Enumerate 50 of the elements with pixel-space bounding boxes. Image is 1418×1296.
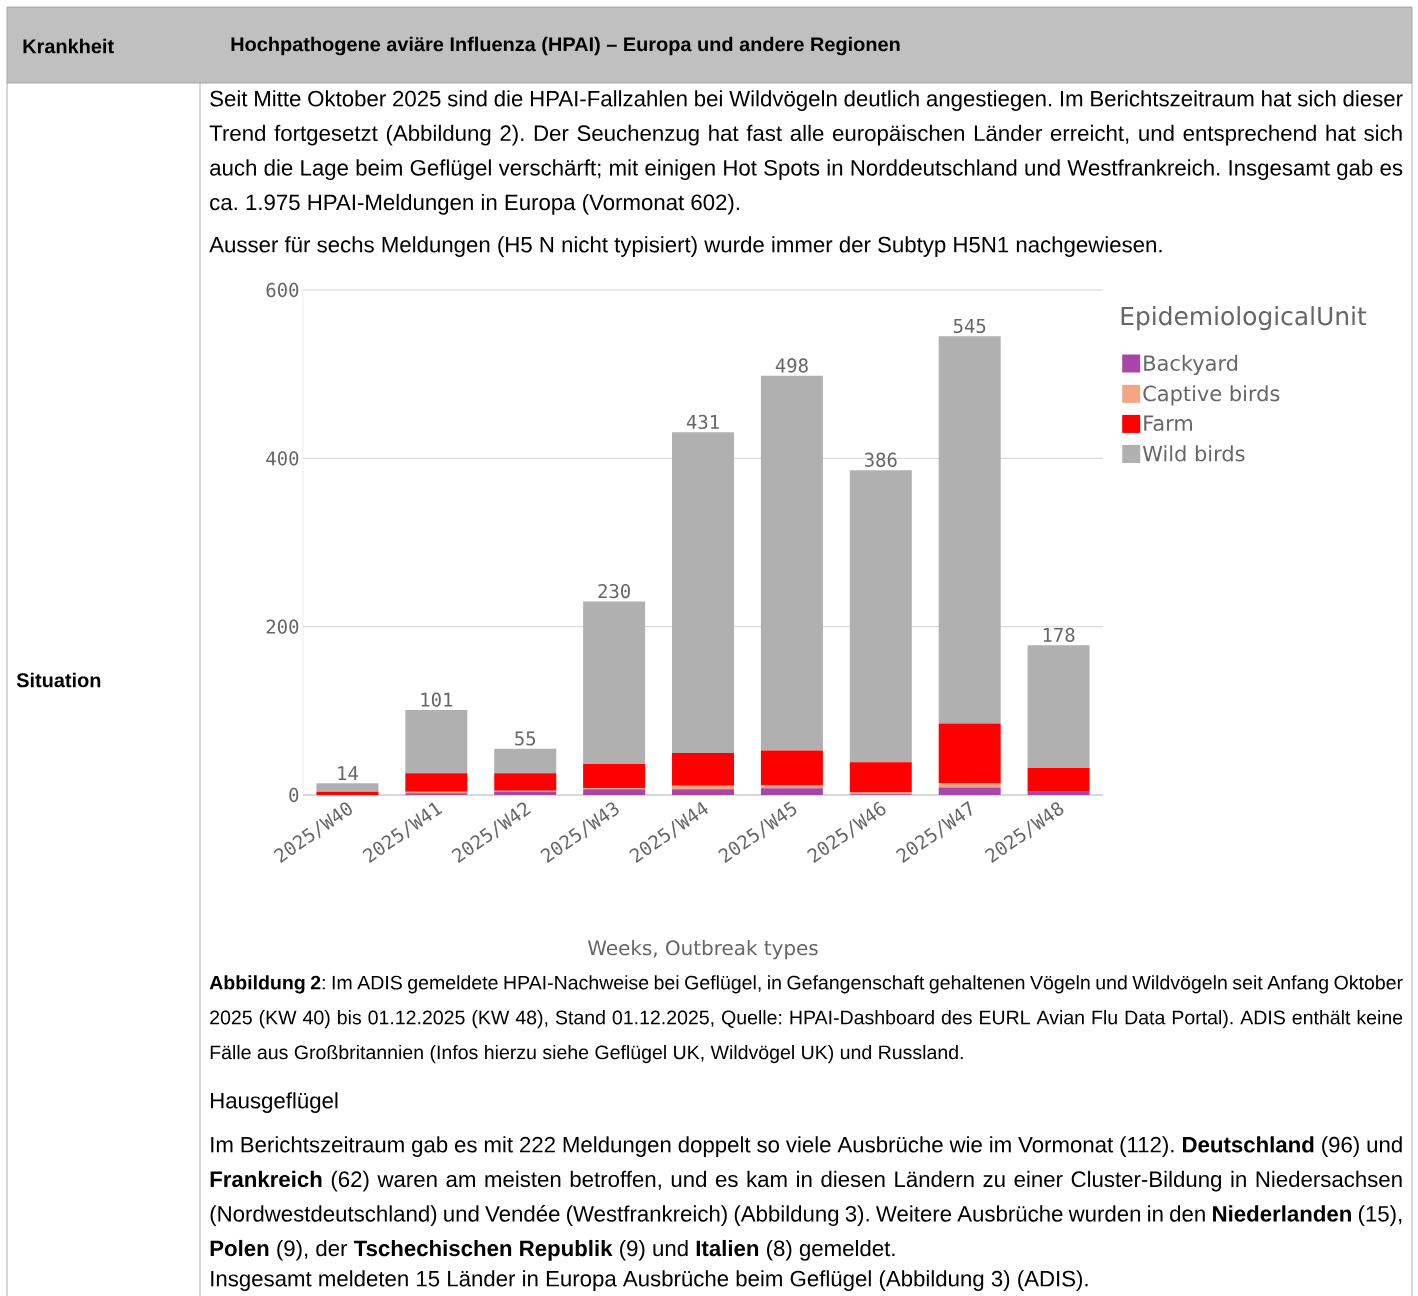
text: Seit Mitte Oktober 2025 sind die HPAI-Fallzahlen bei Wildvögeln deutlich angestiegen. Im Berichtszeitraum hat sich dieser Trend fortgesetzt (Abbildung 2). Der Seuchenzug hat fast alle europäischen Länder erreicht, und entsprechend hat sich auch die Lage beim Geflügel verschärft; mit einigen Hot Spots in Norddeutschland und Westfrankreich. Insgesamt gab es ca. 1.975 HPAI-Meldungen in Europa (Vormonat 602). (209, 90, 1403, 215)
bar (494, 773, 557, 791)
bar (760, 375, 823, 751)
bar (1027, 645, 1090, 769)
y-tick-label: 400 (266, 451, 299, 466)
total-label: 498 (775, 358, 808, 373)
text: Insgesamt meldeten 15 Länder in Europa Ausbrüche beim Geflügel (Abbildung 3) (ADIS). (211, 1270, 1088, 1291)
bar (494, 748, 557, 774)
bar (672, 789, 735, 796)
total-label: 230 (598, 583, 630, 599)
text: Krankheit (23, 38, 114, 54)
bar (405, 773, 468, 792)
bar (583, 601, 646, 764)
text: Im Berichtszeitraum gab es mit 222 Meldungen doppelt so viele Ausbrüche wie im Vormonat (112). Deutschland (96) und Frankreich (62) waren am meisten betroffen, und es kam in diesen Ländern zu einer Cluster-Bildung in Niedersachsen (Nordwestdeutschland) und Vendée (Westfrankreich) (Abbildung 3). Weitere Ausbrüche wurden in den Niederlanden (15), Polen (9), der Tschechischen Republik (9) und Italien (8) gemeldet. (210, 1136, 1402, 1261)
bar (938, 783, 1001, 788)
text: Abbildung 2: Im ADIS gemeldete HPAI-Nachweise bei Geflügel, in Gefangenschaft gehaltenen Vögeln und Wildvögeln seit Anfang Oktober 2025 (KW 40) bis 01.12.2025 (KW 48), Stand 01.12.2025, Quelle: HPAI-Dashboard des EURL Avian Flu Data Portal). ADIS enthält keine Fälle aus Großbritannien (Infos hierzu siehe Geflügel UK, Wildvögel UK) und Russland. (209, 975, 1403, 1064)
bar (938, 787, 1001, 796)
total-label: 101 (421, 692, 453, 707)
bar (760, 750, 823, 785)
bar (938, 336, 1001, 724)
legend-label: Captive birds (1143, 385, 1280, 406)
legend-title: EpidemiologicalUnit (1121, 306, 1367, 331)
bar (849, 470, 912, 763)
legend-label: Backyard (1144, 354, 1238, 376)
bar (583, 763, 646, 789)
bar (760, 788, 823, 796)
total-label: 178 (1043, 627, 1075, 642)
text: Ausser für sechs Meldungen (H5 N nicht typisiert) wurde immer der Subtyp H5N1 nachgewiesen. (209, 236, 1162, 257)
total-label: 386 (864, 452, 897, 467)
legend-label: Wild birds (1142, 445, 1245, 462)
total-label: 545 (953, 319, 986, 334)
chart-title: Hochpathogene aviäre Influenza (HPAI) – Europa und andere Regionen (231, 36, 900, 56)
bar (405, 710, 468, 774)
bar (583, 789, 646, 796)
bar (938, 723, 1001, 784)
text: Situation (16, 672, 101, 688)
x-axis-title: Weeks, Outbreak types (587, 939, 818, 960)
total-label: 14 (338, 766, 358, 781)
bar (1027, 768, 1090, 792)
bar (849, 762, 912, 793)
y-tick-label: 0 (289, 787, 299, 803)
legend-label: Farm (1144, 415, 1192, 432)
total-label: 55 (515, 731, 536, 746)
y-tick-label: 200 (266, 619, 299, 634)
y-tick-label: 600 (266, 282, 299, 298)
bar (672, 752, 735, 786)
bar (316, 783, 379, 792)
total-label: 431 (686, 414, 719, 430)
text: Hausgeflügel (211, 1092, 338, 1113)
bar (672, 432, 735, 753)
